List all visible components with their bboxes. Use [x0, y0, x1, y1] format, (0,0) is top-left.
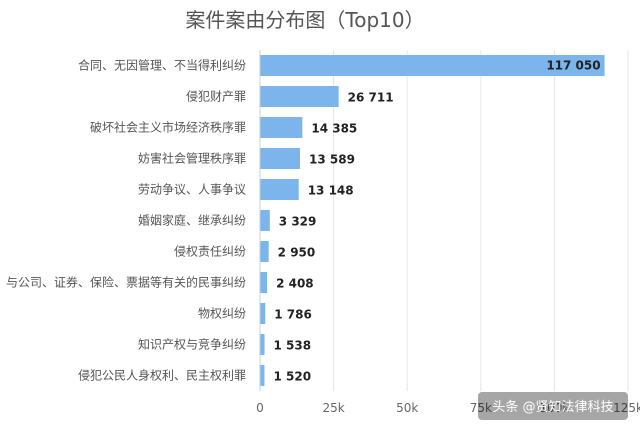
category-label: 侵权责任纠纷 — [174, 244, 246, 259]
category-labels: 合同、无因管理、不当得利纠纷侵犯财产罪破坏社会主义市场经济秩序罪妨害社会管理秩序… — [6, 58, 246, 383]
data-label: 13 148 — [308, 184, 354, 198]
category-label: 劳动争议、人事争议 — [138, 183, 246, 197]
x-axis-ticks: 0 25k 50k 75k 100k 125k — [256, 401, 640, 415]
data-label: 117 050 — [546, 59, 600, 73]
bar — [260, 241, 269, 262]
data-labels: 117 050 26 711 14 385 13 589 13 148 3 329 2 95… — [273, 59, 600, 384]
watermark-background — [478, 392, 628, 420]
category-label: 与公司、证券、保险、票据等有关的民事纠纷 — [6, 275, 246, 290]
category-label: 侵犯公民人身权利、民主权利罪 — [78, 368, 246, 383]
x-tick-label: 100k — [539, 401, 569, 415]
bar — [260, 117, 303, 138]
x-tick-label: 50k — [396, 401, 418, 415]
data-label: 2 950 — [278, 246, 316, 260]
x-tick-label: 25k — [322, 401, 344, 415]
category-label: 妨害社会管理秩序罪 — [138, 151, 246, 166]
data-label: 2 408 — [276, 277, 314, 291]
bar — [260, 334, 265, 355]
category-label: 侵犯财产罪 — [186, 89, 246, 104]
watermark: 头条 @贤知法律科技 — [478, 392, 628, 420]
category-label: 物权纠纷 — [198, 307, 246, 321]
data-label: 3 329 — [279, 215, 317, 229]
category-label: 婚姻家庭、继承纠纷 — [138, 213, 246, 228]
data-label: 1 538 — [274, 339, 312, 353]
bar — [260, 365, 265, 386]
data-label: 14 385 — [311, 122, 357, 136]
category-label: 知识产权与竞争纠纷 — [138, 338, 246, 352]
bars — [260, 55, 605, 386]
category-label: 合同、无因管理、不当得利纠纷 — [78, 58, 246, 73]
chart-title: 案件案由分布图（Top10） — [185, 8, 424, 32]
bar — [260, 55, 605, 76]
data-label: 1 786 — [274, 308, 312, 322]
data-label: 1 520 — [273, 370, 311, 384]
bar — [260, 179, 299, 200]
bar — [260, 210, 270, 231]
watermark-text: 头条 @贤知法律科技 — [492, 399, 613, 415]
bar — [260, 148, 301, 169]
data-label: 26 711 — [348, 91, 394, 105]
bar — [260, 86, 339, 107]
x-tick-label: 75k — [470, 401, 492, 415]
x-tick-label: 125k — [613, 401, 640, 415]
data-label: 13 589 — [309, 153, 355, 167]
category-label: 破坏社会主义市场经济秩序罪 — [90, 120, 246, 135]
bar — [260, 303, 266, 324]
x-tick-label: 0 — [256, 401, 264, 415]
bar — [260, 272, 268, 293]
grid-lines — [333, 50, 629, 391]
